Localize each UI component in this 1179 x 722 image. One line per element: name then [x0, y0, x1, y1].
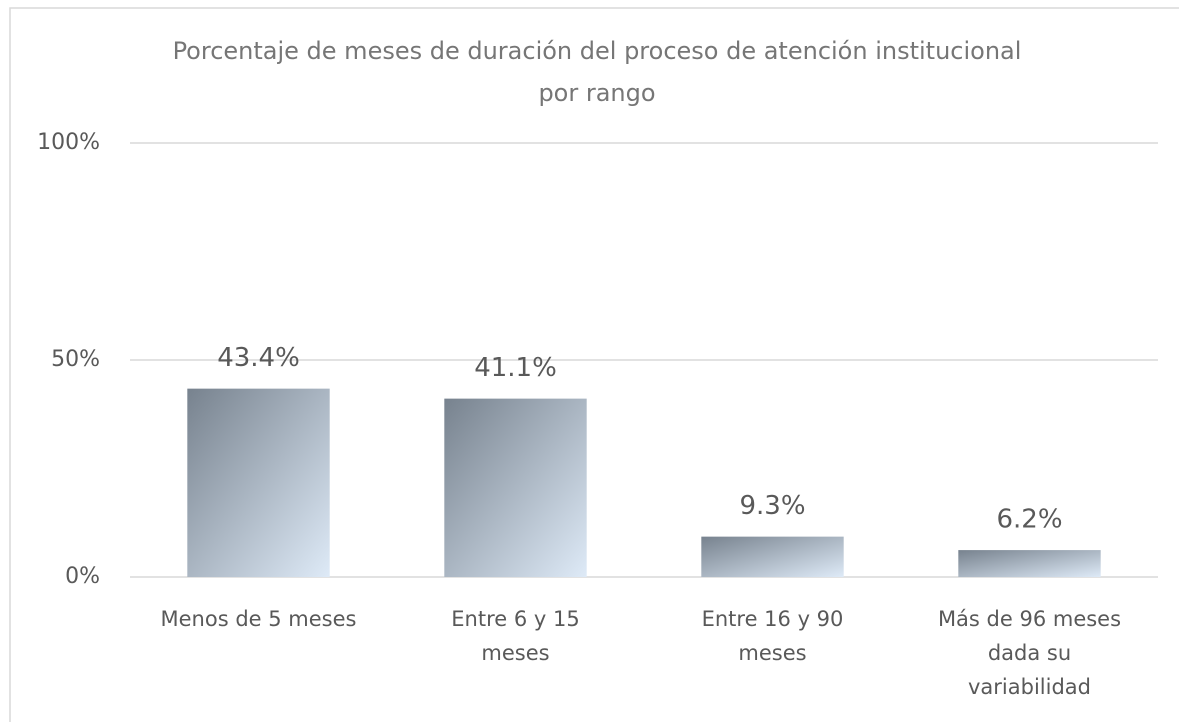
data-label: 6.2%	[996, 505, 1062, 535]
x-tick-label: Entre 16 y 90 meses	[702, 607, 844, 665]
x-tick-label: Menos de 5 meses	[161, 607, 357, 631]
bar	[444, 398, 587, 577]
x-tick-label: Entre 6 y 15 meses	[451, 607, 579, 665]
y-tick-label: 0%	[65, 564, 100, 589]
data-label: 43.4%	[217, 343, 300, 373]
y-tick-label: 100%	[37, 130, 100, 155]
y-tick-label: 50%	[51, 347, 100, 372]
data-label: 41.1%	[474, 353, 557, 383]
bar	[958, 550, 1101, 577]
x-tick-label: Más de 96 meses dada su variabilidad	[938, 607, 1121, 699]
bar	[187, 388, 330, 577]
bar	[701, 536, 844, 577]
chart-title: Porcentaje de meses de duración del proc…	[173, 37, 1022, 107]
chart-frame	[9, 7, 1179, 722]
data-label: 9.3%	[739, 491, 805, 521]
